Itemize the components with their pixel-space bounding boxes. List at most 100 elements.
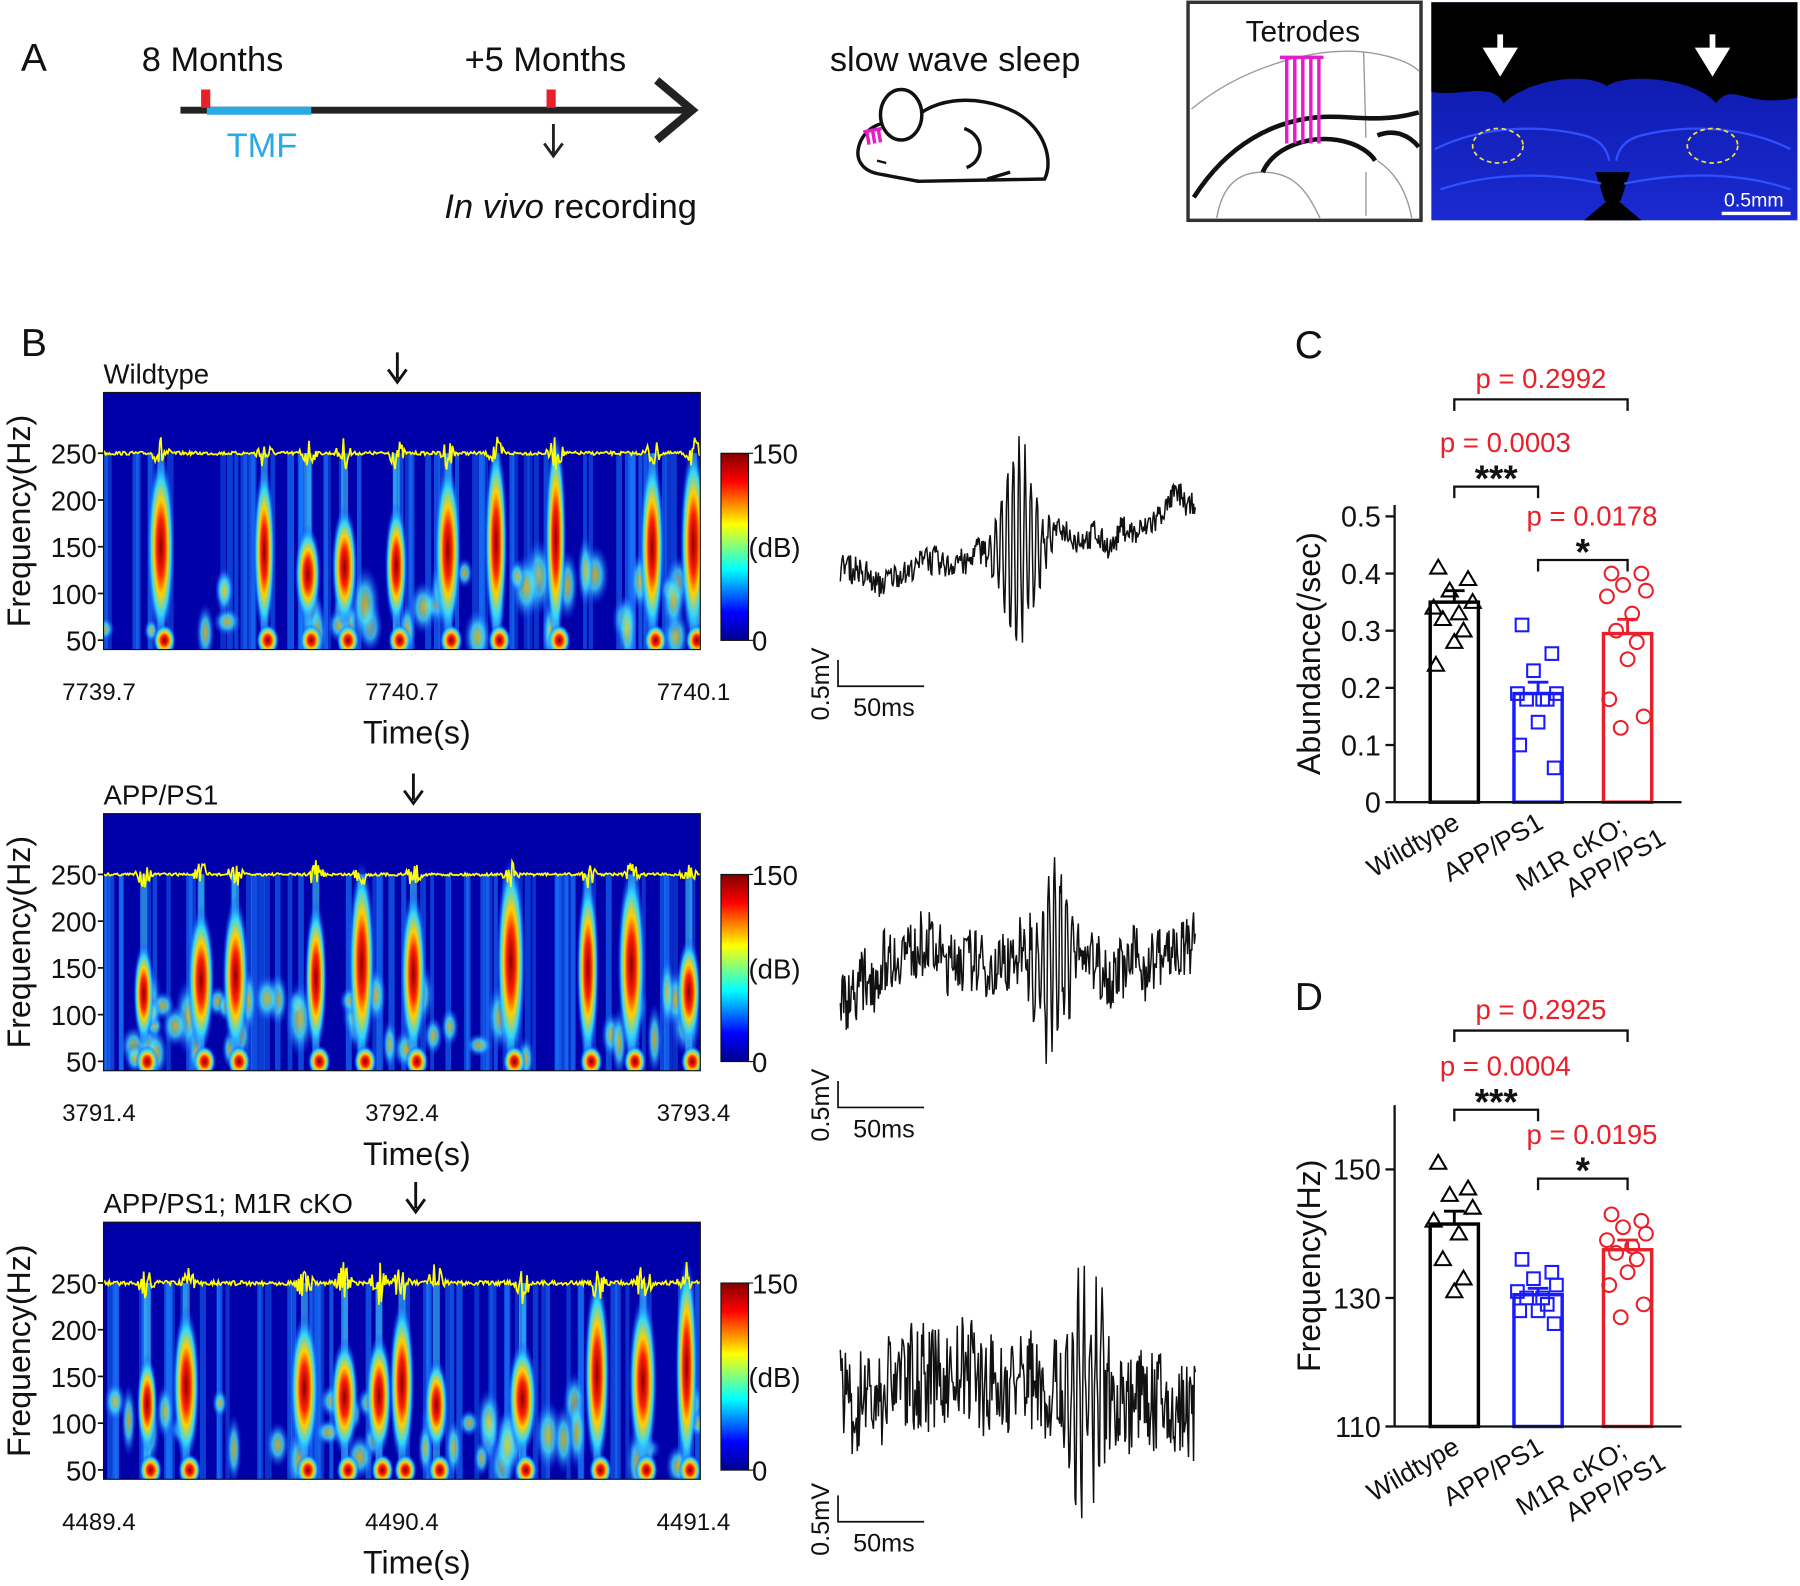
bar <box>1601 631 1654 804</box>
spectrogram-streak <box>220 453 227 650</box>
data-point <box>1601 1277 1618 1294</box>
burst <box>384 502 408 629</box>
data-point <box>1603 1206 1620 1223</box>
data-point <box>1462 1197 1483 1215</box>
data-point <box>1458 1178 1478 1196</box>
p-value: p = 0.0004 <box>1440 1050 1571 1081</box>
burst <box>136 1354 158 1454</box>
spectrogram-streak <box>103 453 108 650</box>
spectrogram-streak <box>226 453 233 650</box>
burst-base <box>428 1454 452 1480</box>
burst-base <box>299 624 323 650</box>
spectrogram-streak <box>628 453 635 650</box>
data-point <box>1530 1303 1546 1319</box>
spectrogram-streak <box>545 1282 551 1480</box>
burst <box>389 1298 415 1467</box>
trace-scale-bar <box>837 1495 925 1523</box>
tetrode-drawing <box>1279 55 1324 144</box>
bar <box>1428 1222 1481 1429</box>
trace-scale-v: 0.5mV <box>807 1483 835 1556</box>
spectrogram-streak <box>108 874 115 1071</box>
spectrogram-frame <box>102 1221 701 1480</box>
p-value: p = 0.0003 <box>1440 427 1571 458</box>
y-tick-label: 0.5 <box>1341 502 1381 534</box>
burst <box>365 1333 393 1459</box>
spectrogram-streak <box>430 874 435 1071</box>
spectrogram-streak <box>287 874 293 1071</box>
spectrogram-streak <box>532 874 536 1071</box>
burst <box>584 1274 610 1474</box>
panel-label: B <box>21 322 47 365</box>
tetrodes-label-bg <box>1216 13 1389 49</box>
significance-bracket <box>1453 485 1540 499</box>
spectrogram-streak <box>670 453 677 650</box>
spectrogram-blob <box>553 1404 575 1475</box>
burst-base <box>139 1454 163 1480</box>
y-axis-label: Frequency(Hz) <box>1291 1160 1327 1372</box>
significance-bracket <box>1453 1029 1629 1043</box>
p-value: p = 0.0178 <box>1527 501 1658 532</box>
y-tick-label: 0.1 <box>1341 730 1381 762</box>
burst <box>434 461 462 640</box>
timeline-start: 8 Months <box>142 41 284 79</box>
spectrogram-streak <box>103 874 107 1071</box>
spectrogram-blob <box>440 1006 459 1047</box>
y-tick-label: 50 <box>66 1455 97 1486</box>
sleep-label: slow wave sleep <box>830 41 1081 79</box>
spectrogram-streak <box>234 453 239 650</box>
spectrogram-blob <box>226 1413 242 1480</box>
spectrogram-blob <box>215 567 234 617</box>
treatment-label: TMF <box>227 127 298 165</box>
filtered-trace <box>103 858 701 889</box>
spectrogram-streak <box>324 453 331 650</box>
colorbar <box>720 452 750 641</box>
data-point <box>1608 1245 1625 1261</box>
burst <box>294 525 321 624</box>
data-point <box>1519 691 1534 707</box>
raw-trace <box>839 1265 1197 1519</box>
data-point <box>1628 634 1645 651</box>
y-tick-label: 100 <box>51 579 97 610</box>
colorbar-unit: (dB) <box>749 1362 801 1393</box>
data-point <box>1449 603 1469 621</box>
timeline-end: +5 Months <box>465 41 627 79</box>
trace-scale-t: 50ms <box>853 694 915 722</box>
burst-base <box>393 1454 417 1480</box>
spectrogram-streak <box>263 874 270 1071</box>
y-axis-label: Frequency(Hz) <box>1 1245 37 1457</box>
burst <box>290 1312 319 1464</box>
data-point <box>1512 1303 1528 1319</box>
spectrogram-streak <box>287 453 295 650</box>
filtered-trace <box>103 1261 701 1305</box>
burst <box>484 440 508 645</box>
data-point <box>1530 714 1546 730</box>
spectrogram <box>103 1222 701 1480</box>
data-point <box>1526 663 1541 679</box>
spectrogram-blob <box>659 954 675 1031</box>
y-tick-label: 150 <box>51 953 97 984</box>
data-point <box>1444 632 1465 649</box>
spectrogram-streak <box>298 874 304 1071</box>
y-axis-label: Abundance(/sec) <box>1291 532 1327 775</box>
y-tick-label: 0 <box>1365 788 1381 820</box>
burst-base <box>152 624 176 650</box>
data-point <box>1514 617 1530 633</box>
spectrogram-blob <box>103 1380 127 1423</box>
burst-base <box>439 624 463 650</box>
data-point <box>1439 580 1460 598</box>
spectrogram-blob <box>423 1016 444 1056</box>
y-tick-label: 200 <box>51 485 97 516</box>
data-point <box>1546 760 1562 776</box>
y-tick-label: 50 <box>66 1047 97 1078</box>
y-tick-label: 100 <box>51 1000 97 1031</box>
x-axis-label: Time(s) <box>363 715 471 751</box>
colorbar-tick-label: 0 <box>752 1455 767 1486</box>
y-tick-label: 0.4 <box>1341 559 1381 591</box>
burst <box>680 442 701 644</box>
burst-base <box>685 624 701 650</box>
spectrogram-streak <box>480 874 485 1071</box>
burst <box>496 855 526 1068</box>
burst <box>424 1358 449 1453</box>
spectrogram-streak <box>511 453 519 650</box>
